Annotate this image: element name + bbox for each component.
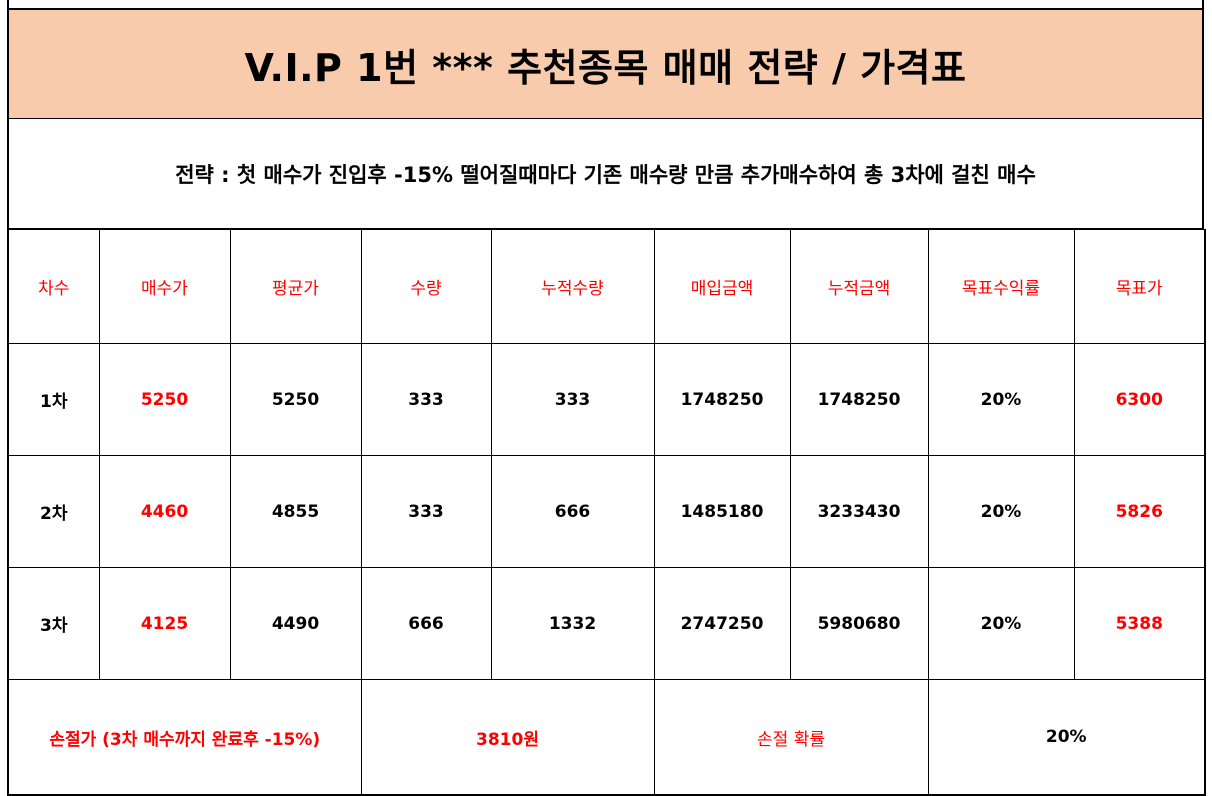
strategy-row: 전략 : 첫 매수가 진입후 -15% 떨어질때마다 기존 매수량 만큼 추가매… <box>7 119 1204 229</box>
cum-qty-cell: 1332 <box>490 567 655 680</box>
header-cell: 목표수익률 <box>927 229 1075 344</box>
buy-price-cell: 4460 <box>98 455 231 568</box>
qty-cell: 333 <box>360 343 492 456</box>
target-price-cell: 6300 <box>1073 343 1206 456</box>
qty-cell: 333 <box>360 455 492 568</box>
stoploss-value: 3810원 <box>360 679 655 796</box>
header-cell: 차수 <box>7 229 100 344</box>
header-cell: 평균가 <box>229 229 362 344</box>
stoploss-prob-label: 손절 확률 <box>653 679 929 796</box>
target-rate-cell: 20% <box>927 455 1075 568</box>
stage-cell: 3차 <box>7 567 100 680</box>
cum-amount-cell: 5980680 <box>789 567 929 680</box>
header-cell: 매입금액 <box>653 229 791 344</box>
buy-price-cell: 5250 <box>98 343 231 456</box>
stoploss-prob-value: 20% <box>927 679 1206 796</box>
price-table: 차수 매수가 평균가 수량 누적수량 매입금액 누적금액 목표수익률 목표가 1… <box>7 229 1206 796</box>
amount-cell: 1748250 <box>653 343 791 456</box>
cum-qty-cell: 666 <box>490 455 655 568</box>
header-row: 차수 매수가 평균가 수량 누적수량 매입금액 누적금액 목표수익률 목표가 <box>7 229 1206 344</box>
avg-price-cell: 5250 <box>229 343 362 456</box>
cum-amount-cell: 1748250 <box>789 343 929 456</box>
header-cell: 누적수량 <box>490 229 655 344</box>
header-cell: 매수가 <box>98 229 231 344</box>
target-price-cell: 5826 <box>1073 455 1206 568</box>
title-band: V.I.P 1번 *** 추천종목 매매 전략 / 가격표 <box>7 8 1204 119</box>
table-row: 2차 4460 4855 333 666 1485180 3233430 20%… <box>7 455 1206 568</box>
header-cell: 누적금액 <box>789 229 929 344</box>
table-row: 3차 4125 4490 666 1332 2747250 5980680 20… <box>7 567 1206 680</box>
top-border <box>7 0 1204 8</box>
header-cell: 수량 <box>360 229 492 344</box>
table-row: 1차 5250 5250 333 333 1748250 1748250 20%… <box>7 343 1206 456</box>
cum-qty-cell: 333 <box>490 343 655 456</box>
footer-row: 손절가 (3차 매수까지 완료후 -15%) 3810원 손절 확률 20% <box>7 679 1206 796</box>
stoploss-label: 손절가 (3차 매수까지 완료후 -15%) <box>7 679 362 796</box>
avg-price-cell: 4855 <box>229 455 362 568</box>
qty-cell: 666 <box>360 567 492 680</box>
target-price-cell: 5388 <box>1073 567 1206 680</box>
cum-amount-cell: 3233430 <box>789 455 929 568</box>
buy-price-cell: 4125 <box>98 567 231 680</box>
amount-cell: 1485180 <box>653 455 791 568</box>
amount-cell: 2747250 <box>653 567 791 680</box>
stage-cell: 2차 <box>7 455 100 568</box>
strategy-text: 전략 : 첫 매수가 진입후 -15% 떨어질때마다 기존 매수량 만큼 추가매… <box>175 162 1036 187</box>
target-rate-cell: 20% <box>927 343 1075 456</box>
target-rate-cell: 20% <box>927 567 1075 680</box>
header-cell: 목표가 <box>1073 229 1206 344</box>
avg-price-cell: 4490 <box>229 567 362 680</box>
page-title: V.I.P 1번 *** 추천종목 매매 전략 / 가격표 <box>244 45 967 90</box>
stage-cell: 1차 <box>7 343 100 456</box>
